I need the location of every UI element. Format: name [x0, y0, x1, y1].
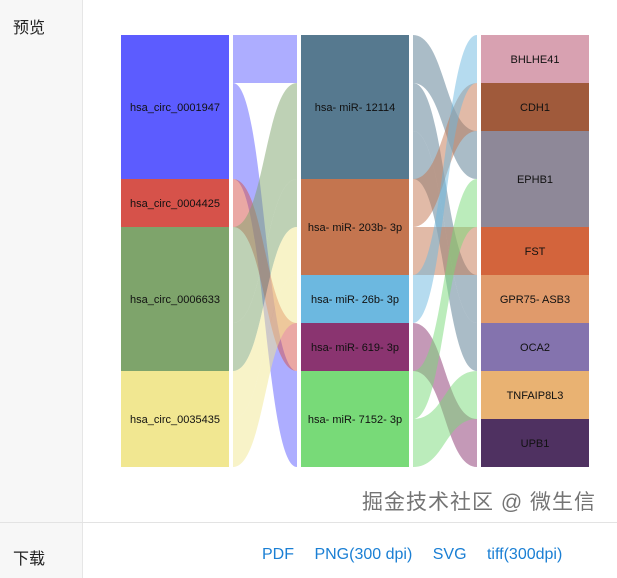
preview-label: 预览 — [13, 20, 46, 37]
node-fst — [481, 227, 589, 275]
node-label: hsa_circ_0006633 — [130, 294, 220, 306]
node-upb1 — [481, 419, 589, 467]
flow-link — [413, 179, 477, 419]
node-hsa-mir-619-3p — [301, 323, 409, 371]
flow-link — [233, 275, 297, 467]
node-label: BHLHE41 — [511, 54, 560, 66]
flow-link — [233, 35, 297, 83]
flow-link — [413, 371, 477, 467]
download-pdf-link[interactable]: PDF — [262, 546, 294, 563]
node-ephb1 — [481, 131, 589, 227]
node-label: EPHB1 — [517, 174, 553, 186]
node-hsa-mir-26b-3p — [301, 275, 409, 323]
flow-link — [233, 83, 297, 323]
node-oca2 — [481, 323, 589, 371]
flow-link — [413, 35, 477, 179]
node-hsa-circ-0035435 — [121, 371, 229, 467]
sankey-diagram: hsa_circ_0001947 hsa_circ_0004425 hsa_circ… — [121, 35, 589, 467]
flow-link — [413, 35, 477, 323]
node-bhlhe41 — [481, 35, 589, 83]
node-label: GPR75- ASB3 — [500, 294, 570, 306]
download-links: PDF PNG(300 dpi) SVG tiff(300dpi) — [262, 546, 578, 564]
node-label: UPB1 — [521, 438, 550, 450]
node-label: hsa- miR- 203b- 3p — [308, 222, 402, 234]
node-label: CDH1 — [520, 102, 550, 114]
watermark: 掘金技术社区 @ 微生信 — [362, 491, 596, 514]
node-tnfaip8l3 — [481, 371, 589, 419]
flow-link — [233, 227, 297, 419]
node-hsa-mir-7152-3p — [301, 371, 409, 467]
node-hsa-circ-0004425 — [121, 179, 229, 227]
node-label: TNFAIP8L3 — [507, 390, 564, 402]
node-hsa-mir-12114 — [301, 35, 409, 179]
download-tiff-link[interactable]: tiff(300dpi) — [486, 546, 563, 563]
divider — [0, 522, 617, 523]
node-hsa-mir-203b-3p — [301, 179, 409, 275]
node-label: hsa- miR- 7152- 3p — [308, 414, 402, 426]
download-png-link[interactable]: PNG(300 dpi) — [314, 546, 413, 563]
node-hsa-circ-0006633 — [121, 227, 229, 371]
node-hsa-circ-0001947 — [121, 35, 229, 179]
node-label: hsa- miR- 12114 — [315, 102, 396, 114]
node-label: hsa- miR- 26b- 3p — [311, 294, 399, 306]
flow-link — [233, 179, 297, 371]
node-label: FST — [525, 246, 546, 258]
node-label: hsa_circ_0001947 — [130, 102, 220, 114]
node-label: hsa_circ_0035435 — [130, 414, 220, 426]
node-cdh1 — [481, 83, 589, 131]
download-svg-link[interactable]: SVG — [432, 546, 467, 563]
download-label: 下载 — [13, 551, 46, 568]
node-gpr75-asb3 — [481, 275, 589, 323]
node-label: OCA2 — [520, 342, 550, 354]
node-label: hsa- miR- 619- 3p — [311, 342, 399, 354]
sidebar — [0, 0, 83, 578]
node-label: hsa_circ_0004425 — [130, 198, 220, 210]
